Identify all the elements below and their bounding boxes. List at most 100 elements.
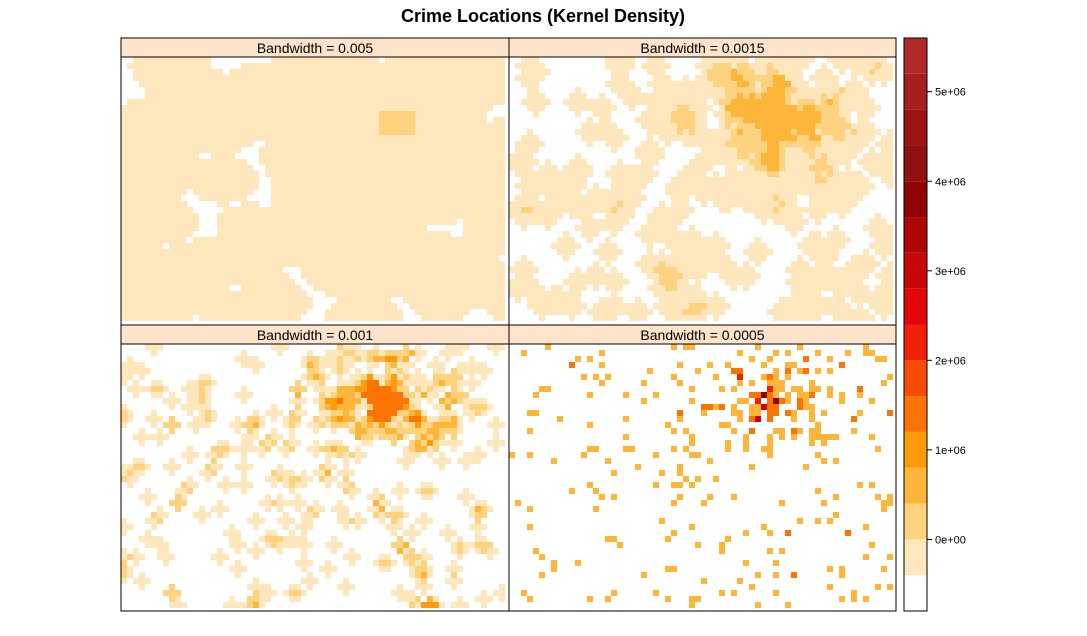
density-cell (385, 93, 391, 99)
density-cell (379, 279, 385, 285)
density-cell (133, 362, 139, 368)
density-cell (235, 291, 241, 297)
density-cell (349, 213, 355, 219)
density-cell (647, 63, 653, 69)
density-cell (133, 225, 139, 231)
density-cell (611, 123, 617, 129)
density-cell (265, 279, 271, 285)
density-cell (545, 183, 551, 189)
density-cell (743, 141, 749, 147)
density-cell (725, 189, 731, 195)
density-cell (761, 111, 767, 117)
density-cell (199, 141, 205, 147)
density-cell (421, 225, 427, 231)
density-cell (403, 213, 409, 219)
density-cell (241, 440, 247, 446)
density-cell (373, 285, 379, 291)
density-cell (415, 596, 421, 602)
density-cell (235, 542, 241, 548)
density-cell (665, 141, 671, 147)
density-cell (737, 87, 743, 93)
density-cell (647, 117, 653, 123)
density-cell (397, 195, 403, 201)
density-cell (211, 135, 217, 141)
density-cell (445, 75, 451, 81)
density-cell (725, 129, 731, 135)
density-cell (319, 410, 325, 416)
density-cell (175, 279, 181, 285)
density-cell (181, 237, 187, 243)
density-cell (761, 105, 767, 111)
density-cell (205, 273, 211, 279)
density-cell (235, 225, 241, 231)
density-cell (277, 285, 283, 291)
density-cell (385, 123, 391, 129)
density-cell (217, 123, 223, 129)
density-cell (313, 87, 319, 93)
density-cell (451, 201, 457, 207)
density-cell (409, 183, 415, 189)
density-cell (313, 362, 319, 368)
density-cell (193, 153, 199, 159)
density-cell (869, 219, 875, 225)
density-cell (439, 303, 445, 309)
density-cell (271, 171, 277, 177)
density-cell (259, 225, 265, 231)
density-cell (731, 261, 737, 267)
density-cell (451, 93, 457, 99)
density-cell (391, 213, 397, 219)
density-cell (313, 416, 319, 422)
density-cell (301, 201, 307, 207)
density-cell (803, 57, 809, 63)
density-cell (779, 195, 785, 201)
density-cell (289, 201, 295, 207)
density-cell (581, 159, 587, 165)
density-cell (629, 207, 635, 213)
density-cell (569, 189, 575, 195)
density-cell (671, 261, 677, 267)
density-cell (193, 273, 199, 279)
density-cell (331, 171, 337, 177)
density-cell (611, 231, 617, 237)
density-cell (337, 207, 343, 213)
density-cell (175, 506, 181, 512)
density-cell (361, 117, 367, 123)
density-cell (409, 602, 415, 608)
density-cell (845, 303, 851, 309)
density-cell (391, 135, 397, 141)
density-cell (527, 285, 533, 291)
density-cell (181, 291, 187, 297)
density-cell (719, 117, 725, 123)
density-cell (319, 87, 325, 93)
density-cell (845, 261, 851, 267)
density-cell (145, 243, 151, 249)
density-cell (223, 177, 229, 183)
density-cell (409, 207, 415, 213)
density-cell (403, 261, 409, 267)
density-cell (289, 446, 295, 452)
density-cell (241, 195, 247, 201)
density-cell (695, 135, 701, 141)
density-cell (521, 141, 527, 147)
density-cell (409, 291, 415, 297)
density-cell (121, 153, 127, 159)
density-cell (403, 285, 409, 291)
density-cell (301, 518, 307, 524)
density-cell (277, 111, 283, 117)
density-cell (373, 243, 379, 249)
density-cell (827, 69, 833, 75)
density-cell (617, 219, 623, 225)
density-cell (217, 93, 223, 99)
density-cell (557, 213, 563, 219)
density-cell (403, 249, 409, 255)
density-cell (139, 75, 145, 81)
density-cell (749, 75, 755, 81)
density-cell (313, 219, 319, 225)
density-cell (151, 524, 157, 530)
density-cell (367, 201, 373, 207)
density-cell (587, 219, 593, 225)
density-cell (469, 111, 475, 117)
density-cell (533, 135, 539, 141)
density-cell (833, 303, 839, 309)
density-cell (199, 111, 205, 117)
